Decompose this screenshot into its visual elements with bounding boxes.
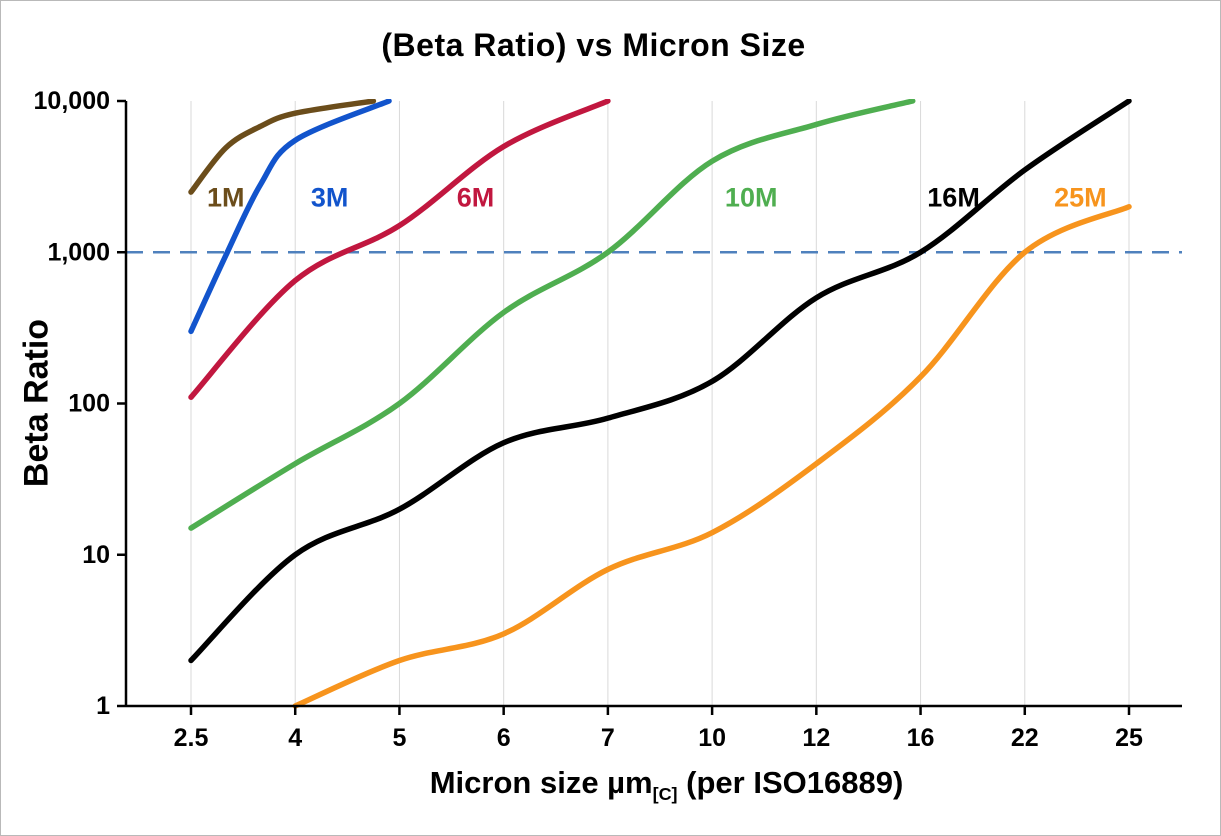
- x-axis-title-main: Micron size µm: [429, 765, 653, 800]
- series-line-1M: [188, 99, 377, 195]
- series-label-16M: 16M: [927, 183, 980, 213]
- x-tick-label-4: 4: [288, 724, 302, 752]
- x-tick-label-16: 16: [907, 724, 935, 752]
- x-tick-label-12: 12: [802, 724, 830, 752]
- x-axis-title-rest: (per ISO16889): [677, 765, 904, 800]
- y-tick-label-1: 1: [96, 692, 110, 720]
- series-lines: [188, 99, 1132, 709]
- series-label-3M: 3M: [311, 183, 349, 213]
- x-tick-label-7: 7: [601, 724, 615, 752]
- series-label-6M: 6M: [457, 183, 495, 213]
- series-label-25M: 25M: [1054, 183, 1107, 213]
- x-tick-label-25: 25: [1115, 724, 1143, 752]
- y-tick-label-1,000: 1,000: [47, 238, 110, 266]
- series-label-1M: 1M: [207, 183, 245, 213]
- chart-title: (Beta Ratio) vs Micron Size: [381, 27, 806, 63]
- x-tick-label-10: 10: [698, 724, 726, 752]
- series-line-16M: [188, 99, 1132, 664]
- series-line-6M: [188, 99, 611, 400]
- y-tick-label-10,000: 10,000: [34, 87, 110, 115]
- y-tick-label-100: 100: [68, 390, 110, 418]
- series-line-3M: [188, 99, 392, 335]
- x-axis-title: Micron size µm[C] (per ISO16889): [56, 765, 1220, 805]
- x-axis-title-subscript: [C]: [652, 784, 678, 805]
- x-tick-label-6: 6: [497, 724, 511, 752]
- y-tick-label-10: 10: [82, 541, 110, 569]
- x-tick-label-22: 22: [1011, 724, 1039, 752]
- series-line-25M: [292, 203, 1132, 709]
- x-tick-label-2.5: 2.5: [174, 724, 209, 752]
- series-label-10M: 10M: [725, 183, 778, 213]
- series-line-10M: [188, 99, 916, 531]
- x-tick-label-5: 5: [392, 724, 406, 752]
